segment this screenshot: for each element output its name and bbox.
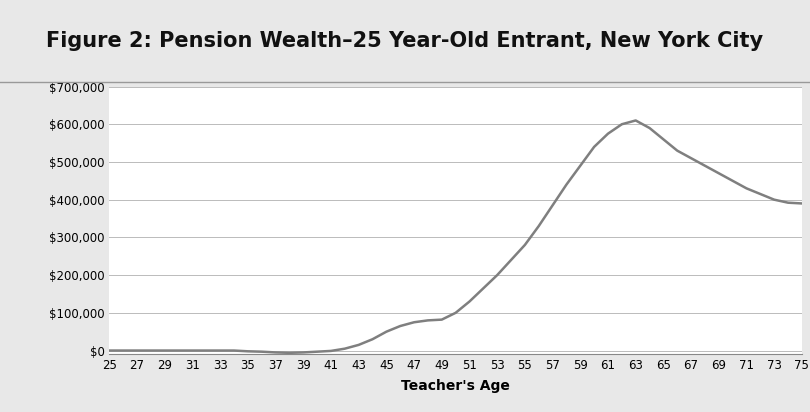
- X-axis label: Teacher's Age: Teacher's Age: [401, 379, 510, 393]
- Text: Figure 2: Pension Wealth–25 Year-Old Entrant, New York City: Figure 2: Pension Wealth–25 Year-Old Ent…: [46, 31, 764, 51]
